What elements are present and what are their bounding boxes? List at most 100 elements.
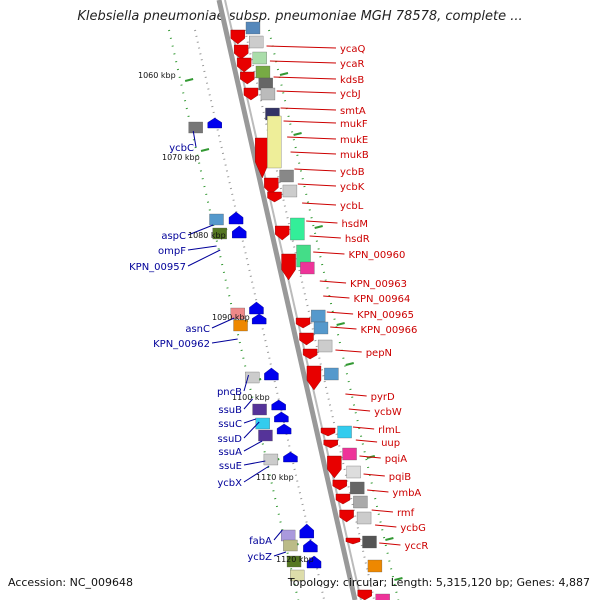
right-gene-label-ymbA[interactable]: ymbA <box>392 488 421 499</box>
right-gene-label-yccR[interactable]: yccR <box>404 541 428 552</box>
forward-gene-arrow[interactable] <box>335 493 351 505</box>
left-gene-label-ompF[interactable]: ompF <box>158 246 186 257</box>
protein-block[interactable] <box>311 309 326 323</box>
left-gene-label-ssuE[interactable]: ssuE <box>219 461 242 472</box>
forward-gene-arrow[interactable] <box>306 365 322 391</box>
forward-gene-arrow[interactable] <box>255 137 270 179</box>
protein-block[interactable] <box>356 511 372 525</box>
protein-block[interactable] <box>350 481 365 495</box>
right-gene-label-ycbW[interactable]: ycbW <box>374 407 402 418</box>
reverse-gene-arrow[interactable] <box>303 539 318 553</box>
protein-block[interactable] <box>188 121 203 134</box>
protein-block[interactable] <box>324 367 339 381</box>
reverse-gene-arrow[interactable] <box>306 555 322 569</box>
forward-gene-arrow[interactable] <box>357 589 372 600</box>
protein-block[interactable] <box>255 65 271 79</box>
forward-gene-arrow[interactable] <box>345 537 361 545</box>
protein-block[interactable] <box>279 169 294 183</box>
right-gene-label-pyrD[interactable]: pyrD <box>371 392 395 403</box>
left-gene-label-ssuD[interactable]: ssuD <box>218 434 243 445</box>
protein-block[interactable] <box>230 307 245 320</box>
forward-gene-arrow[interactable] <box>281 253 296 281</box>
forward-gene-arrow[interactable] <box>327 455 342 479</box>
forward-gene-arrow[interactable] <box>275 225 290 241</box>
left-gene-label-pncB[interactable]: pncB <box>217 387 242 398</box>
protein-block[interactable] <box>367 559 383 573</box>
right-gene-label-pqiB[interactable]: pqiB <box>389 472 411 483</box>
protein-block[interactable] <box>212 227 227 240</box>
forward-gene-arrow[interactable] <box>264 177 279 195</box>
protein-block[interactable] <box>245 371 260 384</box>
forward-gene-arrow[interactable] <box>234 44 249 60</box>
right-gene-label-pepN[interactable]: pepN <box>366 348 392 359</box>
right-gene-label-mukE[interactable]: mukE <box>340 135 368 146</box>
forward-gene-arrow[interactable] <box>236 57 252 73</box>
protein-block[interactable] <box>258 429 273 442</box>
reverse-gene-arrow[interactable] <box>207 117 222 129</box>
forward-gene-arrow[interactable] <box>302 348 318 360</box>
protein-block[interactable] <box>353 495 368 509</box>
right-gene-label-rmf[interactable]: rmf <box>397 508 415 519</box>
protein-block[interactable] <box>317 339 333 353</box>
forward-gene-arrow[interactable] <box>267 191 282 203</box>
right-gene-label-hsdR[interactable]: hsdR <box>345 234 370 245</box>
right-gene-label-ycbG[interactable]: ycbG <box>400 523 426 534</box>
protein-block[interactable] <box>252 403 267 416</box>
protein-block[interactable] <box>233 319 248 332</box>
left-gene-label-fabA[interactable]: fabA <box>249 536 272 547</box>
right-gene-label-ycbB[interactable]: ycbB <box>340 167 365 178</box>
right-gene-label-ycaQ[interactable]: ycaQ <box>340 44 366 55</box>
left-gene-label-KPN_00957[interactable]: KPN_00957 <box>129 262 186 273</box>
right-gene-label-kdsB[interactable]: kdsB <box>340 75 364 86</box>
protein-block[interactable] <box>290 569 305 582</box>
forward-gene-arrow[interactable] <box>323 439 338 449</box>
forward-gene-arrow[interactable] <box>320 427 336 437</box>
protein-block[interactable] <box>300 261 315 275</box>
right-gene-label-ycbJ[interactable]: ycbJ <box>340 89 361 100</box>
protein-block[interactable] <box>252 51 267 65</box>
protein-block[interactable] <box>260 87 276 101</box>
forward-gene-arrow[interactable] <box>339 509 354 523</box>
protein-block[interactable] <box>342 447 357 461</box>
protein-block[interactable] <box>362 535 377 549</box>
protein-block[interactable] <box>290 217 305 241</box>
protein-block[interactable] <box>346 465 361 479</box>
protein-block[interactable] <box>263 453 279 466</box>
reverse-gene-arrow[interactable] <box>232 225 247 239</box>
forward-gene-arrow[interactable] <box>299 332 314 346</box>
reverse-gene-arrow[interactable] <box>283 451 298 463</box>
forward-gene-arrow[interactable] <box>243 87 259 101</box>
reverse-gene-arrow[interactable] <box>264 367 279 381</box>
right-gene-label-KPN_00964[interactable]: KPN_00964 <box>353 294 410 305</box>
right-gene-label-ycbK[interactable]: ycbK <box>340 182 365 193</box>
protein-block[interactable] <box>286 555 302 568</box>
protein-block[interactable] <box>245 21 261 35</box>
reverse-gene-arrow[interactable] <box>299 523 314 539</box>
protein-block[interactable] <box>255 417 270 430</box>
right-gene-label-mukB[interactable]: mukB <box>340 150 369 161</box>
protein-block[interactable] <box>282 184 298 198</box>
right-gene-label-uup[interactable]: uup <box>381 438 400 449</box>
protein-block[interactable] <box>280 529 296 542</box>
right-gene-label-pqiA[interactable]: pqiA <box>385 454 407 465</box>
left-gene-label-asnC[interactable]: asnC <box>185 324 210 335</box>
protein-block[interactable] <box>209 213 224 226</box>
right-gene-label-KPN_00963[interactable]: KPN_00963 <box>350 279 407 290</box>
left-gene-label-ycbZ[interactable]: ycbZ <box>247 552 272 563</box>
forward-gene-arrow[interactable] <box>240 71 255 85</box>
forward-gene-arrow[interactable] <box>230 29 245 45</box>
protein-block[interactable] <box>283 539 298 552</box>
protein-block[interactable] <box>267 115 282 169</box>
left-gene-label-ssuB[interactable]: ssuB <box>218 405 242 416</box>
reverse-gene-arrow[interactable] <box>271 399 286 411</box>
left-gene-label-aspC[interactable]: aspC <box>161 231 186 242</box>
protein-block[interactable] <box>249 35 264 49</box>
left-gene-label-KPN_00962[interactable]: KPN_00962 <box>153 339 210 350</box>
reverse-gene-arrow[interactable] <box>276 423 292 435</box>
forward-gene-arrow[interactable] <box>332 479 347 491</box>
right-gene-label-smtA[interactable]: smtA <box>340 106 366 117</box>
right-gene-label-ycaR[interactable]: ycaR <box>340 59 365 70</box>
reverse-gene-arrow[interactable] <box>228 211 244 225</box>
reverse-gene-arrow[interactable] <box>251 313 267 325</box>
right-gene-label-ycbL[interactable]: ycbL <box>340 201 364 212</box>
